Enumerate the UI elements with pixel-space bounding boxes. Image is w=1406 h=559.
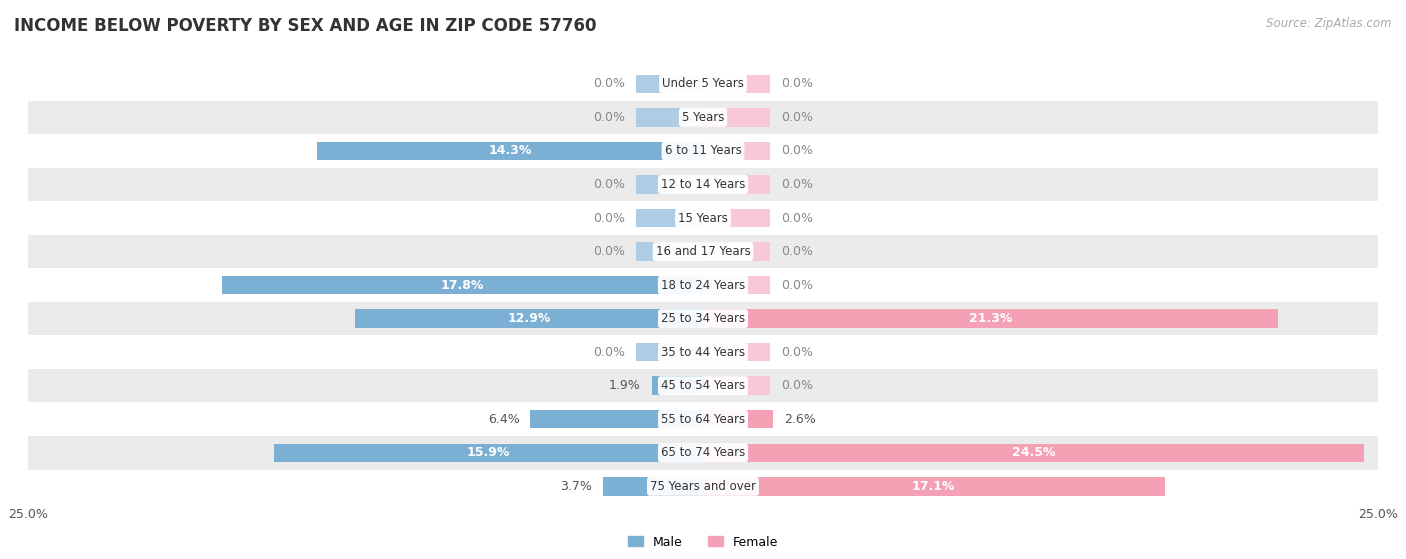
Text: Under 5 Years: Under 5 Years	[662, 77, 744, 91]
Bar	[703, 175, 770, 193]
Text: 5 Years: 5 Years	[682, 111, 724, 124]
Bar	[703, 209, 770, 227]
Text: 16 and 17 Years: 16 and 17 Years	[655, 245, 751, 258]
Text: 17.8%: 17.8%	[441, 278, 485, 292]
Bar	[703, 310, 1278, 328]
Text: 0.0%: 0.0%	[782, 178, 813, 191]
Text: 6 to 11 Years: 6 to 11 Years	[665, 144, 741, 158]
Bar	[703, 276, 770, 294]
Text: 0.0%: 0.0%	[593, 345, 624, 359]
Bar	[354, 310, 703, 328]
Text: 3.7%: 3.7%	[561, 480, 592, 493]
Bar	[28, 168, 1378, 201]
Text: INCOME BELOW POVERTY BY SEX AND AGE IN ZIP CODE 57760: INCOME BELOW POVERTY BY SEX AND AGE IN Z…	[14, 17, 596, 35]
Text: 45 to 54 Years: 45 to 54 Years	[661, 379, 745, 392]
Bar	[28, 101, 1378, 134]
Bar	[703, 377, 770, 395]
Text: 0.0%: 0.0%	[782, 77, 813, 91]
Text: 0.0%: 0.0%	[782, 278, 813, 292]
Bar	[636, 175, 703, 193]
Bar	[28, 436, 1378, 470]
Text: Source: ZipAtlas.com: Source: ZipAtlas.com	[1267, 17, 1392, 30]
Text: 0.0%: 0.0%	[593, 211, 624, 225]
Bar	[28, 67, 1378, 101]
Bar	[703, 410, 773, 429]
Bar	[28, 402, 1378, 436]
Text: 2.6%: 2.6%	[785, 413, 815, 426]
Text: 12.9%: 12.9%	[508, 312, 551, 325]
Text: 25 to 34 Years: 25 to 34 Years	[661, 312, 745, 325]
Text: 0.0%: 0.0%	[593, 245, 624, 258]
Bar	[703, 74, 770, 93]
Text: 75 Years and over: 75 Years and over	[650, 480, 756, 493]
Text: 0.0%: 0.0%	[593, 111, 624, 124]
Bar	[603, 477, 703, 496]
Text: 21.3%: 21.3%	[969, 312, 1012, 325]
Bar	[316, 142, 703, 160]
Text: 0.0%: 0.0%	[782, 245, 813, 258]
Bar	[530, 410, 703, 429]
Text: 0.0%: 0.0%	[593, 77, 624, 91]
Bar	[274, 444, 703, 462]
Text: 24.5%: 24.5%	[1012, 446, 1056, 459]
Bar	[652, 377, 703, 395]
Bar	[703, 477, 1164, 496]
Text: 35 to 44 Years: 35 to 44 Years	[661, 345, 745, 359]
Bar	[636, 74, 703, 93]
Bar	[28, 235, 1378, 268]
Bar	[703, 444, 1364, 462]
Bar	[703, 142, 770, 160]
Text: 65 to 74 Years: 65 to 74 Years	[661, 446, 745, 459]
Text: 0.0%: 0.0%	[782, 211, 813, 225]
Bar	[28, 335, 1378, 369]
Bar	[703, 243, 770, 260]
Bar	[222, 276, 703, 294]
Bar	[28, 302, 1378, 335]
Bar	[28, 268, 1378, 302]
Text: 6.4%: 6.4%	[488, 413, 519, 426]
Text: 14.3%: 14.3%	[488, 144, 531, 158]
Text: 55 to 64 Years: 55 to 64 Years	[661, 413, 745, 426]
Text: 15.9%: 15.9%	[467, 446, 510, 459]
Bar	[703, 343, 770, 362]
Text: 15 Years: 15 Years	[678, 211, 728, 225]
Legend: Male, Female: Male, Female	[623, 530, 783, 553]
Bar	[28, 470, 1378, 503]
Text: 18 to 24 Years: 18 to 24 Years	[661, 278, 745, 292]
Text: 0.0%: 0.0%	[782, 345, 813, 359]
Bar	[636, 209, 703, 227]
Bar	[28, 201, 1378, 235]
Text: 0.0%: 0.0%	[782, 144, 813, 158]
Text: 0.0%: 0.0%	[782, 111, 813, 124]
Bar	[636, 343, 703, 362]
Bar	[636, 108, 703, 126]
Text: 1.9%: 1.9%	[609, 379, 641, 392]
Text: 17.1%: 17.1%	[912, 480, 956, 493]
Text: 12 to 14 Years: 12 to 14 Years	[661, 178, 745, 191]
Bar	[28, 134, 1378, 168]
Text: 0.0%: 0.0%	[593, 178, 624, 191]
Bar	[703, 108, 770, 126]
Bar	[28, 369, 1378, 402]
Bar	[636, 243, 703, 260]
Text: 0.0%: 0.0%	[782, 379, 813, 392]
